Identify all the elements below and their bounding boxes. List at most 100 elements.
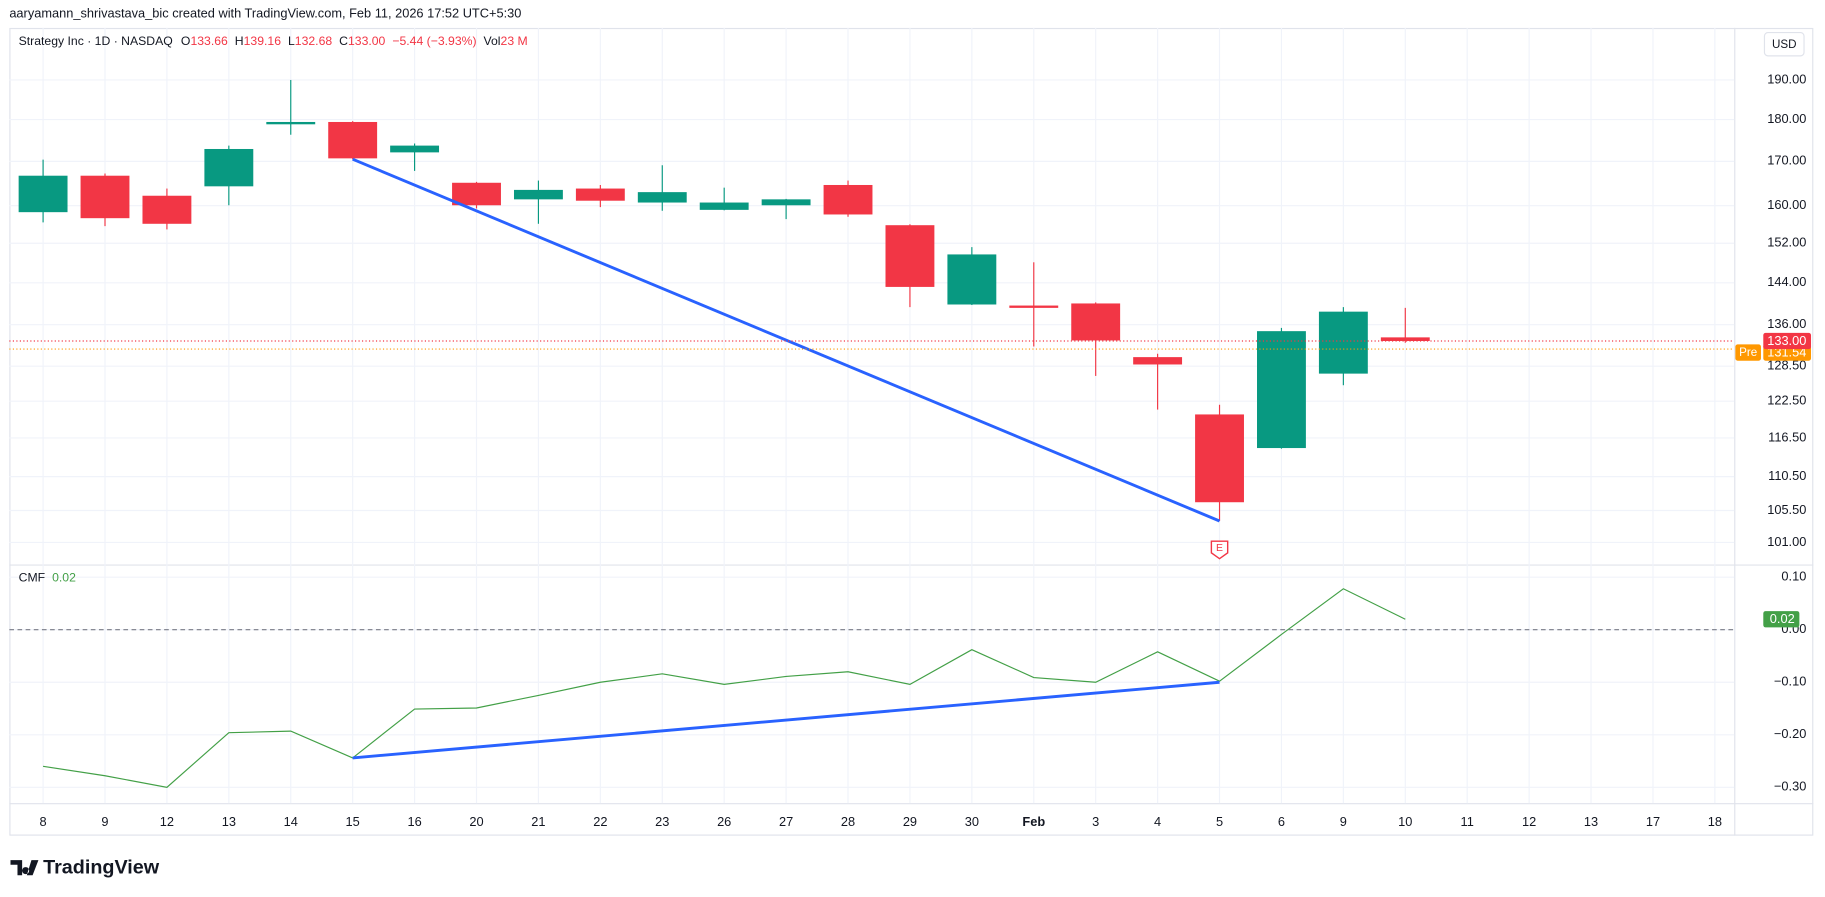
candle-body <box>1071 303 1121 341</box>
x-tick-label: 22 <box>593 814 607 829</box>
y-tick-label: 0.10 <box>1781 569 1806 584</box>
x-tick-label: 29 <box>903 814 917 829</box>
candle-body <box>142 195 192 224</box>
x-tick-label: 12 <box>1522 814 1536 829</box>
x-tick-label: 3 <box>1092 814 1099 829</box>
y-tick-label: 180.00 <box>1767 111 1806 126</box>
cmf-line <box>42 588 1406 788</box>
candle-body <box>266 121 316 125</box>
x-tick-label: 10 <box>1398 814 1412 829</box>
candle-body <box>80 175 130 219</box>
candle-body <box>1195 414 1244 503</box>
y-tick-label: 144.00 <box>1767 274 1806 289</box>
ohlc-value: 133.00 <box>348 34 386 48</box>
pre-tag <box>1735 344 1761 361</box>
x-tick-label: Feb <box>1022 814 1045 829</box>
y-tick-label: 170.00 <box>1767 153 1806 168</box>
candle-body <box>18 175 68 213</box>
ohlc-label: C <box>339 34 348 48</box>
x-tick-label: 14 <box>284 814 298 829</box>
event-badge <box>1210 540 1229 560</box>
x-tick-label: 8 <box>40 814 47 829</box>
candle-body <box>1009 305 1059 308</box>
candle-body <box>1318 311 1368 374</box>
candle-body <box>885 225 935 287</box>
footer-brand: TradingView <box>43 856 160 878</box>
candle-body <box>761 199 811 206</box>
volume-value: 23 M <box>501 34 528 48</box>
plot <box>18 79 1430 788</box>
candle-body <box>204 148 254 187</box>
cmf-value-tag-text: 0.02 <box>1770 611 1795 626</box>
y-tick-label: 122.50 <box>1767 393 1806 408</box>
candle-body <box>637 192 687 203</box>
ohlc-label: L <box>288 34 295 48</box>
indicator-legend: CMF 0.02 <box>19 571 76 585</box>
candle-body <box>328 121 378 159</box>
grid <box>9 27 1735 804</box>
candle-body <box>452 182 501 206</box>
candle-body <box>823 184 873 215</box>
trend-line <box>352 680 1220 760</box>
candle-body <box>947 254 997 305</box>
x-tick-label: 20 <box>469 814 483 829</box>
x-tick-label: 5 <box>1216 814 1223 829</box>
cmf-value-tag <box>1763 611 1800 628</box>
currency-label[interactable]: USD <box>1772 38 1797 51</box>
header-text: aaryamann_shrivastava_bic created with T… <box>9 5 521 20</box>
y-tick-label: 110.50 <box>1768 468 1806 483</box>
overlay: 8 9 12 13 14 15 16 20 21 22 23 26 27 28 29 30 Feb 3 4 5 6 9 10… <box>9 34 1812 829</box>
ohlc-value: 132.68 <box>295 34 333 48</box>
y-tick-label: 128.50 <box>1767 358 1806 373</box>
currency-button[interactable] <box>1763 32 1805 57</box>
symbol-legend: Strategy Inc · 1D · NASDAQ O133.66 H139.16… <box>19 34 528 48</box>
y-tick-label: 101.00 <box>1767 534 1806 549</box>
chart-frame <box>9 27 1814 836</box>
logo-icon <box>10 860 39 876</box>
x-tick-label: 9 <box>1340 814 1347 829</box>
ohlc-value: 133.66 <box>190 34 228 48</box>
x-tick-label: 11 <box>1461 814 1474 829</box>
x-tick-label: 26 <box>717 814 731 829</box>
last-price-value: 133.00 <box>1767 333 1806 348</box>
volume-label: Vol <box>484 34 501 48</box>
y-tick-label: −0.30 <box>1774 779 1806 794</box>
y-tick-label: 136.00 <box>1767 316 1806 331</box>
trend-line <box>352 157 1221 523</box>
y-tick-label: 190.00 <box>1767 71 1806 86</box>
y-tick-label: −0.10 <box>1774 674 1806 689</box>
candle-body <box>513 189 563 200</box>
x-tick-label: 12 <box>160 814 174 829</box>
indicator-value: 0.02 <box>52 571 76 585</box>
x-tick-label: 15 <box>346 814 360 829</box>
x-tick-label: 28 <box>841 814 855 829</box>
ohlc-label: H <box>235 34 244 48</box>
ohlc-label: O <box>181 34 191 48</box>
candle-body <box>1257 331 1306 449</box>
ohlc-value: 139.16 <box>244 34 282 48</box>
x-tick-label: 27 <box>779 814 793 829</box>
y-tick-label: 105.50 <box>1767 502 1806 517</box>
x-tick-label: 9 <box>101 814 108 829</box>
x-tick-label: 6 <box>1278 814 1285 829</box>
x-tick-label: 13 <box>222 814 236 829</box>
x-tick-label: 17 <box>1646 814 1660 829</box>
x-tick-label: 13 <box>1584 814 1598 829</box>
indicator-name: CMF <box>19 571 45 585</box>
change-value: −5.44 (−3.93%) <box>392 34 476 48</box>
candle-body <box>1133 357 1183 365</box>
candle-body <box>575 188 625 201</box>
x-tick-label: 30 <box>965 814 979 829</box>
event-label: E <box>1216 543 1223 554</box>
candle-body <box>699 202 749 210</box>
y-tick-label: 160.00 <box>1767 197 1806 212</box>
candle-body <box>390 145 440 153</box>
last-price-tag <box>1763 332 1812 350</box>
x-tick-label: 23 <box>655 814 669 829</box>
footer-logo: TradingView <box>10 856 160 878</box>
y-tick-label: 152.00 <box>1767 235 1806 250</box>
pre-tag-name: Pre <box>1739 346 1757 359</box>
